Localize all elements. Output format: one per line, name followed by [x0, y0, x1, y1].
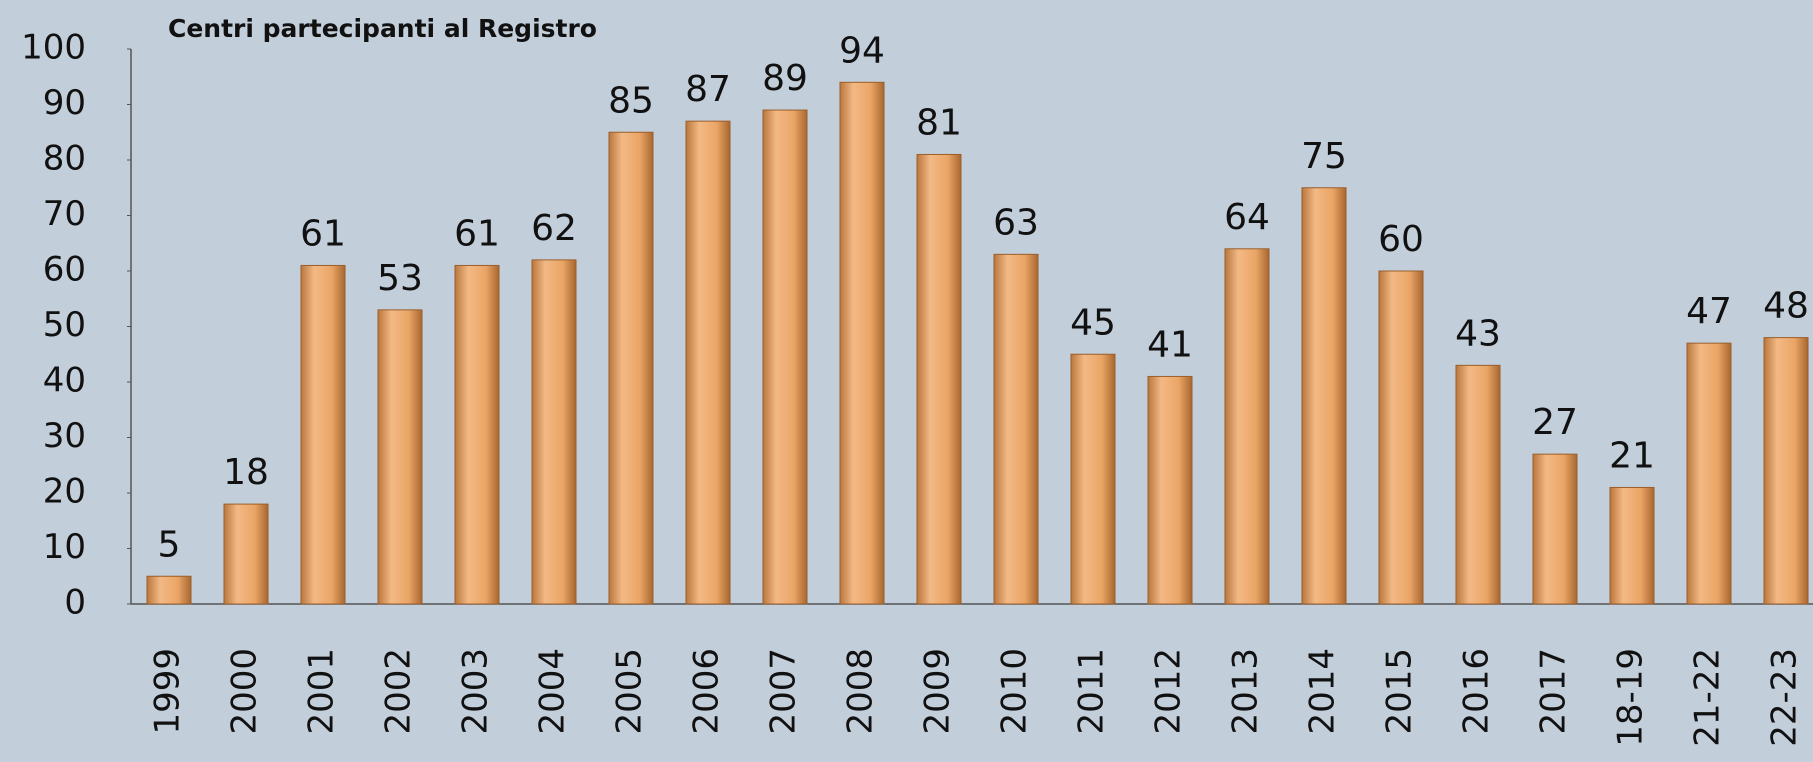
x-tick-label: 1999 — [148, 648, 188, 735]
y-tick-label: 30 — [43, 416, 86, 456]
bar — [608, 131, 654, 605]
value-label: 60 — [1378, 219, 1424, 260]
bar — [1609, 486, 1655, 605]
y-tick-label: 60 — [43, 250, 86, 290]
value-label: 45 — [1070, 302, 1116, 343]
bar — [1301, 187, 1347, 605]
bar — [839, 81, 885, 605]
bar — [1686, 342, 1732, 605]
value-label: 41 — [1147, 324, 1193, 365]
y-tick-label: 50 — [43, 305, 86, 345]
value-label: 81 — [916, 102, 962, 143]
value-label: 61 — [454, 213, 500, 254]
bar — [685, 120, 731, 605]
x-tick-label: 2007 — [764, 648, 804, 735]
x-tick-label: 2010 — [995, 648, 1035, 735]
y-tick-label: 0 — [64, 583, 86, 623]
x-tick-label: 18-19 — [1611, 648, 1651, 747]
bar — [223, 503, 269, 605]
y-tick-label: 70 — [43, 194, 86, 234]
value-label: 53 — [377, 258, 423, 299]
bar — [916, 153, 962, 605]
x-tick-label: 2016 — [1457, 648, 1497, 735]
value-label: 94 — [839, 30, 885, 71]
bar — [531, 259, 577, 605]
x-tick-label: 2000 — [225, 648, 265, 735]
value-label: 89 — [762, 58, 808, 99]
value-label: 48 — [1763, 286, 1809, 327]
x-tick-label: 2003 — [456, 648, 496, 735]
x-tick-label: 2017 — [1534, 648, 1574, 735]
value-label: 27 — [1532, 402, 1578, 443]
x-tick-label: 2013 — [1226, 648, 1266, 735]
x-tick-label: 2005 — [610, 648, 650, 735]
x-tick-label: 2009 — [918, 648, 958, 735]
bar — [454, 264, 500, 605]
bar — [377, 309, 423, 605]
x-tick-label: 21-22 — [1688, 648, 1728, 747]
y-tick-label: 90 — [43, 83, 86, 123]
bar — [146, 575, 192, 605]
value-label: 87 — [685, 69, 731, 110]
value-label: 5 — [158, 524, 181, 565]
value-label: 61 — [300, 213, 346, 254]
x-tick-label: 2012 — [1149, 648, 1189, 735]
x-tick-label: 2011 — [1072, 648, 1112, 735]
x-tick-label: 22-23 — [1765, 648, 1805, 747]
x-tick-label: 2002 — [379, 648, 419, 735]
y-tick-label: 10 — [43, 527, 86, 567]
y-tick-label: 100 — [21, 28, 86, 68]
value-label: 64 — [1224, 197, 1270, 238]
x-tick-label: 2014 — [1303, 648, 1343, 735]
value-label: 62 — [531, 208, 577, 249]
bar — [1532, 453, 1578, 605]
bar — [762, 109, 808, 605]
value-label: 21 — [1609, 435, 1655, 476]
value-label: 63 — [993, 202, 1039, 243]
value-label: 18 — [223, 452, 269, 493]
x-tick-label: 2008 — [841, 648, 881, 735]
x-tick-label: 2004 — [533, 648, 573, 735]
value-label: 85 — [608, 80, 654, 121]
y-tick-label: 20 — [43, 472, 86, 512]
bar — [1378, 270, 1424, 605]
bar — [1070, 353, 1116, 605]
x-tick-label: 2006 — [687, 648, 727, 735]
bar — [1455, 364, 1501, 605]
x-tick-label: 2015 — [1380, 648, 1420, 735]
bar — [300, 264, 346, 605]
chart-title: Centri partecipanti al Registro — [168, 14, 597, 43]
value-label: 75 — [1301, 136, 1347, 177]
x-tick-label: 2001 — [302, 648, 342, 735]
bar — [1147, 375, 1193, 605]
y-tick-label: 80 — [43, 139, 86, 179]
value-label: 43 — [1455, 313, 1501, 354]
y-tick-label: 40 — [43, 361, 86, 401]
bar — [993, 253, 1039, 605]
value-label: 47 — [1686, 291, 1732, 332]
bar — [1224, 248, 1270, 605]
bar — [1763, 337, 1809, 605]
